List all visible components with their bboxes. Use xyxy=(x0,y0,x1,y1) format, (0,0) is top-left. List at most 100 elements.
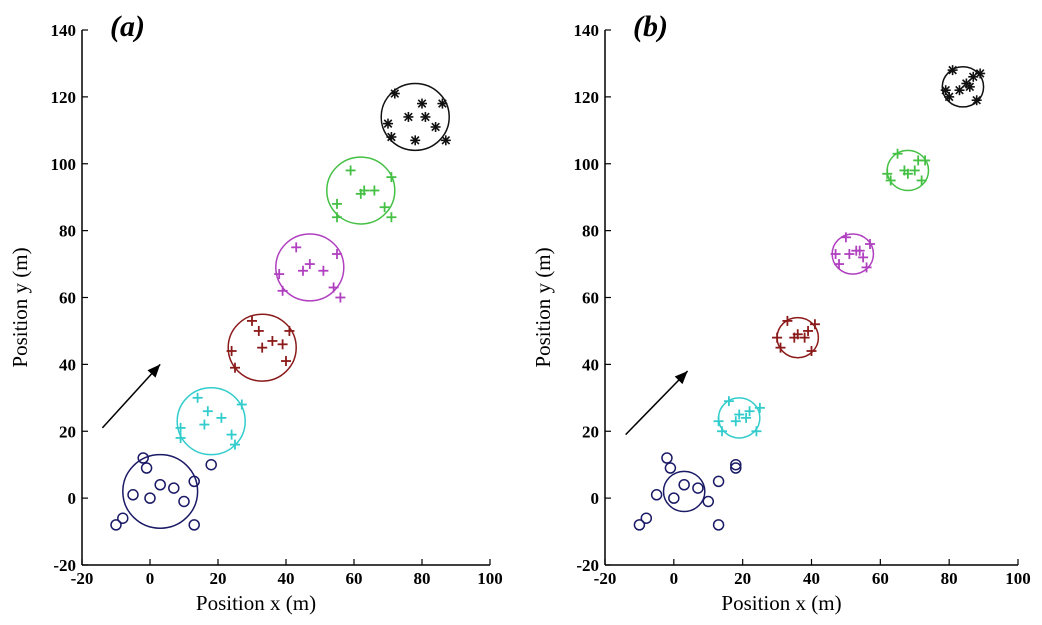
data-point xyxy=(858,252,869,263)
x-tick-label: -20 xyxy=(71,569,94,588)
data-point xyxy=(335,292,346,303)
y-axis-label: Position y (m) xyxy=(8,247,32,367)
cluster-circle xyxy=(380,82,450,152)
data-point xyxy=(386,212,397,223)
cluster-3 xyxy=(274,233,346,303)
data-point xyxy=(291,242,302,253)
data-point xyxy=(430,121,441,132)
data-point xyxy=(137,452,149,464)
x-tick-label: 0 xyxy=(670,569,679,588)
panel-a: -20 0 20 40 60 80 100 -20 0 20 40 60 80 100 120 140 Posi… xyxy=(8,10,503,615)
y-tick-label: 120 xyxy=(574,88,600,107)
data-point xyxy=(281,356,291,367)
x-tick-label: 80 xyxy=(414,569,431,588)
data-point xyxy=(964,81,975,92)
x-tick-label: 60 xyxy=(346,569,363,588)
data-point xyxy=(386,172,397,183)
data-point xyxy=(799,332,810,343)
cluster-0 xyxy=(110,452,217,531)
data-point xyxy=(730,458,742,471)
data-point xyxy=(284,325,295,336)
data-point xyxy=(440,135,451,146)
data-point xyxy=(304,259,315,270)
data-point xyxy=(730,462,742,474)
y-tick-label: 40 xyxy=(582,355,599,374)
data-point xyxy=(968,71,979,82)
data-point xyxy=(205,458,217,471)
data-point xyxy=(168,482,180,494)
cluster-5 xyxy=(380,82,451,152)
data-point xyxy=(744,406,755,417)
data-point xyxy=(110,519,122,531)
data-point xyxy=(383,118,393,129)
data-point xyxy=(154,479,166,491)
data-point xyxy=(144,492,156,504)
data-point xyxy=(403,111,414,122)
data-point xyxy=(678,479,690,491)
data-point xyxy=(216,412,227,423)
data-point xyxy=(192,392,203,403)
panel-b: -20 0 20 40 60 80 100 -20 0 20 40 60 80 100 120 140 Posi… xyxy=(531,10,1031,615)
cluster-circle xyxy=(662,470,706,513)
data-point xyxy=(386,132,397,142)
data-point xyxy=(277,339,288,350)
data-point xyxy=(274,269,285,280)
data-point xyxy=(640,512,653,524)
data-point xyxy=(971,95,982,106)
cluster-circle xyxy=(122,453,199,529)
data-point xyxy=(944,91,955,102)
data-point xyxy=(916,175,927,186)
data-point xyxy=(345,165,356,176)
data-point xyxy=(940,85,951,96)
data-point xyxy=(751,426,762,437)
data-point xyxy=(437,98,448,109)
data-point xyxy=(226,429,237,440)
x-axis-label: Position x (m) xyxy=(196,591,316,615)
x-tick-label: 40 xyxy=(278,569,295,588)
data-point xyxy=(650,489,663,501)
y-tick-label: 60 xyxy=(582,289,599,308)
data-point xyxy=(754,402,765,413)
y-tick-label: 20 xyxy=(59,422,76,441)
cluster-1 xyxy=(175,387,247,456)
x-tick-label: 20 xyxy=(734,569,751,588)
panel-label: (a) xyxy=(110,10,145,43)
data-point xyxy=(199,419,210,430)
data-point xyxy=(247,315,257,326)
x-tick-label: 80 xyxy=(941,569,958,588)
data-point xyxy=(723,396,734,407)
data-point xyxy=(954,85,965,96)
data-point xyxy=(713,416,724,427)
cluster-2 xyxy=(772,315,820,359)
y-tick-label: 20 xyxy=(582,422,599,441)
data-point xyxy=(140,462,153,474)
cluster-4 xyxy=(882,148,931,192)
cluster-circle xyxy=(227,313,297,382)
cluster-circle xyxy=(176,387,246,456)
data-point xyxy=(230,362,240,373)
data-point xyxy=(892,148,903,159)
data-point xyxy=(806,346,817,356)
cluster-circle xyxy=(326,156,396,225)
data-point xyxy=(389,88,400,99)
data-point xyxy=(920,155,931,166)
data-point xyxy=(332,212,342,223)
cluster-circle xyxy=(275,233,345,302)
data-point xyxy=(417,98,427,109)
data-point xyxy=(730,416,741,427)
y-tick-label: 40 xyxy=(59,355,76,374)
panel-label: (b) xyxy=(633,10,668,43)
data-point xyxy=(861,262,872,273)
x-tick-label: 40 xyxy=(803,569,820,588)
cluster-5 xyxy=(940,65,986,108)
data-point xyxy=(865,239,876,249)
data-point xyxy=(702,495,714,508)
x-tick-label: 0 xyxy=(146,569,155,588)
x-axis-label: Position x (m) xyxy=(721,591,841,615)
x-tick-label: 100 xyxy=(477,569,503,588)
data-point xyxy=(809,319,820,330)
data-point xyxy=(332,198,342,209)
data-point xyxy=(664,462,677,474)
data-point xyxy=(830,249,841,260)
cluster-1 xyxy=(713,396,765,439)
